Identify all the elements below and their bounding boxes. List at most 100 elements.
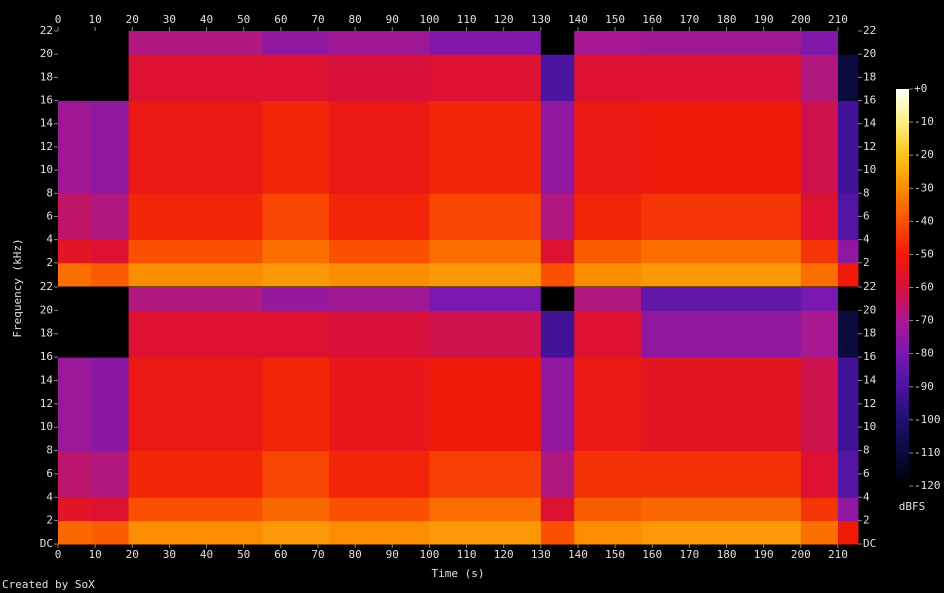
y-tick-label: 8: [46, 444, 53, 457]
heatmap-cell: [128, 357, 263, 452]
heatmap-cell: [800, 287, 839, 311]
heatmap-cell: [574, 357, 642, 452]
x-tick-label: 20: [126, 13, 139, 26]
heatmap-cell: [58, 239, 92, 264]
heatmap-cell: [128, 100, 263, 194]
y-tick-label-right: 4: [863, 490, 870, 503]
heatmap-cell: [58, 357, 92, 452]
heatmap-cell: [540, 193, 575, 241]
x-tick-label: 140: [568, 548, 588, 561]
heatmap-cell: [641, 54, 802, 102]
heatmap-cell: [91, 287, 130, 311]
y-tick-label-right: 18: [863, 70, 876, 83]
y-tick-label: 14: [40, 373, 54, 386]
y-tick-label-right: 10: [863, 420, 876, 433]
heatmap-cell: [641, 31, 802, 55]
x-tick-label: 100: [419, 548, 439, 561]
colorbar-tick-label: -90: [914, 380, 934, 393]
x-tick-label: 180: [717, 13, 737, 26]
heatmap-cell: [837, 287, 859, 311]
heatmap-cell: [641, 497, 802, 522]
heatmap-cell: [329, 31, 430, 55]
heatmap-cell: [429, 450, 542, 498]
heatmap-cell: [540, 262, 575, 287]
heatmap-cell: [641, 450, 802, 498]
heatmap-cell: [540, 357, 575, 452]
heatmap-cell: [574, 54, 642, 102]
heatmap-cell: [329, 193, 430, 241]
y-tick-label-right: 6: [863, 467, 870, 480]
y-tick-label-right: 2: [863, 514, 870, 527]
colorbar-tick-label: -120: [914, 479, 941, 492]
y-tick-label-right: 12: [863, 140, 876, 153]
y-tick-label: DC: [40, 537, 53, 550]
heatmap-cell: [58, 262, 92, 287]
heatmap-cell: [91, 520, 130, 545]
y-tick-label: 2: [46, 256, 53, 269]
x-tick-label: 70: [311, 13, 324, 26]
heatmap-cell: [58, 520, 92, 545]
x-tick-label: 80: [348, 13, 361, 26]
heatmap-cell: [429, 287, 542, 311]
heatmap-cell: [540, 520, 575, 545]
colorbar-tick-label: +0: [914, 82, 927, 95]
heatmap-cell: [837, 193, 859, 241]
heatmap-cell: [329, 520, 430, 545]
x-tick-label: 60: [274, 548, 287, 561]
heatmap-cell: [837, 31, 859, 55]
y-tick-label-right: 6: [863, 209, 870, 222]
heatmap-cell: [641, 193, 802, 241]
x-tick-label: 170: [679, 548, 699, 561]
heatmap-cell: [540, 239, 575, 264]
heatmap-cell: [800, 520, 839, 545]
heatmap-cell: [262, 193, 330, 241]
x-tick-label: 130: [531, 13, 551, 26]
heatmap-cell: [837, 450, 859, 498]
x-tick-label: 0: [55, 13, 62, 26]
heatmap-cell: [574, 31, 642, 55]
heatmap-cell: [837, 239, 859, 264]
x-tick-label: 100: [419, 13, 439, 26]
x-tick-label: 180: [717, 548, 737, 561]
x-tick-label: 200: [791, 13, 811, 26]
x-tick-label: 160: [642, 13, 662, 26]
heatmap-cell: [837, 100, 859, 194]
colorbar: [896, 89, 909, 486]
colorbar-tick-label: -20: [914, 148, 934, 161]
heatmap-cell: [91, 262, 130, 287]
heatmap-cell: [262, 100, 330, 194]
x-tick-label: 110: [457, 548, 477, 561]
x-tick-label: 90: [386, 548, 399, 561]
heatmap-cell: [128, 287, 263, 311]
colorbar-tick-label: -110: [914, 446, 941, 459]
heatmap-cell: [262, 450, 330, 498]
heatmap-cell: [837, 497, 859, 522]
x-tick-label: 30: [163, 548, 176, 561]
x-tick-label: 160: [642, 548, 662, 561]
heatmap-cell: [574, 520, 642, 545]
x-tick-label: 80: [348, 548, 361, 561]
colorbar-tick-label: -80: [914, 347, 934, 360]
heatmap-cell: [262, 287, 330, 311]
x-tick-label: 120: [494, 548, 514, 561]
y-tick-label: 12: [40, 140, 53, 153]
y-tick-label-right: 22: [863, 24, 876, 37]
heatmap-cell: [91, 100, 130, 194]
heatmap-cell: [128, 239, 263, 264]
heatmap-cell: [128, 450, 263, 498]
heatmap-cell: [262, 239, 330, 264]
y-tick-label: 6: [46, 467, 53, 480]
colorbar-tick-label: -40: [914, 214, 934, 227]
heatmap-cell: [91, 497, 130, 522]
y-tick-label: 8: [46, 186, 53, 199]
heatmap-cell: [58, 193, 92, 241]
heatmap-cell: [540, 450, 575, 498]
heatmap-cell: [540, 287, 575, 311]
colorbar-tick-label: -10: [914, 115, 934, 128]
y-tick-label: 22: [40, 24, 53, 37]
heatmap-cell: [429, 310, 542, 358]
heatmap-cell: [329, 239, 430, 264]
heatmap-cell: [574, 239, 642, 264]
y-tick-label-right: 4: [863, 233, 870, 246]
